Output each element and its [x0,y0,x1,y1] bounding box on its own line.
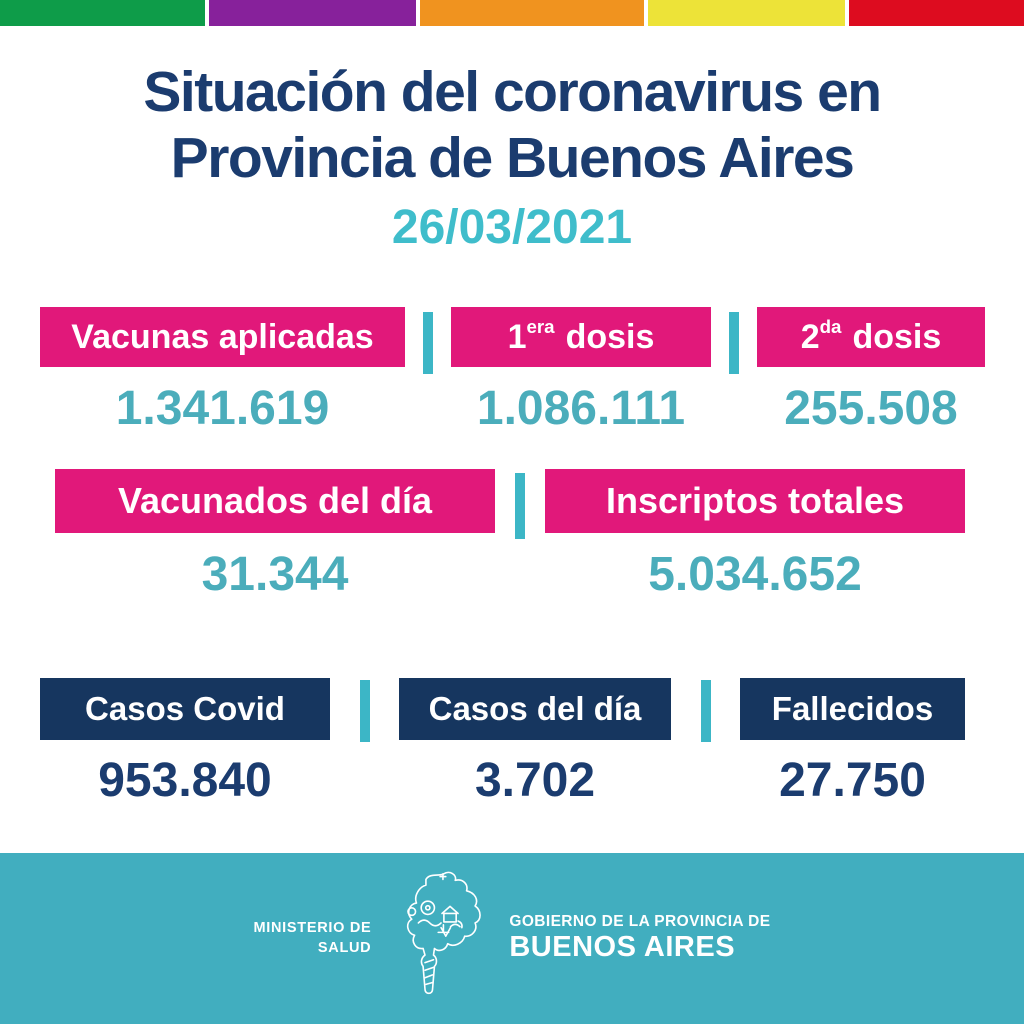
government-name-line-1: GOBIERNO DE LA PROVINCIA DE [509,913,771,930]
label-text: Casos del día [428,690,642,728]
stat-value-primera-dosis: 1.086.111 [476,382,686,436]
stat-value-fallecidos: 27.750 [779,754,926,808]
page-title: Situación del coronavirus en Provincia d… [0,59,1024,191]
government-name: GOBIERNO DE LA PROVINCIA DE BUENOS AIRES [509,913,770,964]
footer-band: MINISTERIO DE SALUD GOBIERNO DE LA PROVI… [0,853,1024,1024]
stat-casos-del-dia: Casos del día 3.702 [399,678,671,808]
label-ordinal-number: 1 [507,317,527,356]
stripe-segment-green [0,0,205,26]
stripe-segment-orange [420,0,644,26]
separator-bar [515,473,525,540]
stats-row-cases: Casos Covid 953.840 Casos del día 3.702 … [40,678,965,808]
stat-value-casos-del-dia: 3.702 [474,754,596,808]
ministry-name-line-2: SALUD [317,939,372,956]
stat-label-vacunados-del-dia: Vacunados del día [55,469,495,534]
stat-value-vacunas-aplicadas: 1.341.619 [115,382,330,436]
label-text: Fallecidos [771,690,934,728]
stat-value-inscriptos-totales: 5.034.652 [648,548,862,602]
stripe-segment-purple [209,0,416,26]
government-name-line-2: BUENOS AIRES [509,931,736,963]
stats-row-vaccination-registry: Vacunados del día 31.344 Inscriptos tota… [55,469,965,602]
stats-row-vaccines: Vacunas aplicadas 1.341.619 1 era dosis 1.… [40,307,985,436]
stat-segunda-dosis: 2 da dosis 255.508 [757,307,985,436]
buenos-aires-province-logo-icon [407,871,482,994]
stripe-segment-red [849,0,1024,26]
separator-bar [359,680,370,743]
label-text: dosis [852,317,942,356]
decorative-stripe [0,0,1024,26]
label-ordinal-suffix: era [526,315,555,337]
stat-label-casos-covid: Casos Covid [40,678,330,741]
stat-label-fallecidos: Fallecidos [740,678,965,741]
label-text: Vacunas aplicadas [71,317,374,356]
separator-bar [423,312,433,375]
label-ordinal-suffix: da [819,315,842,337]
stat-fallecidos: Fallecidos 27.750 [740,678,965,808]
label-text: Vacunados del día [117,480,433,522]
ministry-name: MINISTERIO DE SALUD [254,919,372,958]
page-title-line-2: Provincia de Buenos Aires [170,126,855,191]
label-ordinal-number: 2 [800,317,820,356]
stat-label-segunda-dosis: 2 da dosis [757,307,985,368]
stat-vacunados-del-dia: Vacunados del día 31.344 [55,469,495,602]
stat-casos-covid: Casos Covid 953.840 [40,678,330,808]
stat-inscriptos-totales: Inscriptos totales 5.034.652 [545,469,965,602]
stat-value-segunda-dosis: 255.508 [784,382,958,436]
separator-bar [729,312,739,375]
stat-value-vacunados-del-dia: 31.344 [201,548,349,602]
ministry-name-line-1: MINISTERIO DE [253,919,372,936]
stat-label-casos-del-dia: Casos del día [399,678,671,741]
stat-vacunas-aplicadas: Vacunas aplicadas 1.341.619 [40,307,405,436]
label-text: Casos Covid [85,690,285,728]
stat-label-vacunas-aplicadas: Vacunas aplicadas [40,307,405,368]
stripe-segment-yellow [648,0,845,26]
report-date: 26/03/2021 [391,201,633,255]
stat-label-primera-dosis: 1 era dosis [451,307,711,368]
stat-primera-dosis: 1 era dosis 1.086.111 [451,307,711,436]
label-text: dosis [565,317,655,356]
stat-label-inscriptos-totales: Inscriptos totales [545,469,965,534]
page-title-line-1: Situación del coronavirus en [143,60,882,124]
stat-value-casos-covid: 953.840 [98,754,272,808]
separator-bar [700,680,711,743]
label-text: Inscriptos totales [605,480,905,522]
